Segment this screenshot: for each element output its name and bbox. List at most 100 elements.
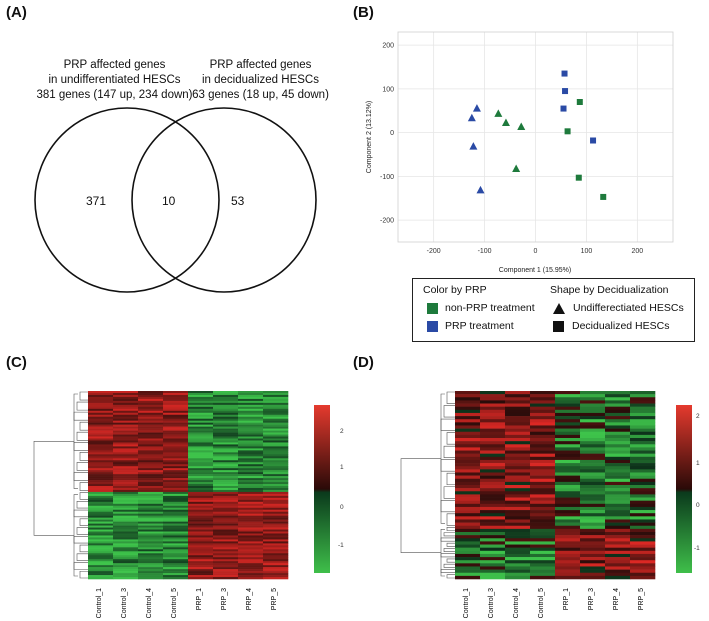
heatmap-cell bbox=[480, 447, 506, 451]
heatmap-cell bbox=[163, 440, 189, 443]
heatmap-cell bbox=[238, 505, 264, 509]
heatmap-cell bbox=[630, 503, 656, 508]
heatmap-cell bbox=[605, 453, 631, 458]
heatmap-d-dendrogram bbox=[400, 391, 455, 579]
pca-point-square bbox=[564, 128, 571, 135]
heatmap-cell bbox=[480, 560, 506, 564]
heatmap-cell bbox=[138, 422, 164, 425]
heatmap-cell bbox=[88, 527, 114, 530]
heatmap-cell bbox=[88, 549, 114, 552]
heatmap-cell bbox=[555, 488, 581, 492]
heatmap-cell bbox=[238, 547, 264, 550]
heatmap-cell bbox=[88, 458, 114, 461]
venn-left-only-count: 371 bbox=[86, 194, 107, 208]
heatmap-cell bbox=[580, 466, 606, 470]
heatmap-cell bbox=[113, 535, 139, 538]
dendrogram-branch bbox=[79, 482, 88, 491]
heatmap-cell bbox=[263, 426, 289, 429]
heatmap-cell bbox=[88, 396, 114, 400]
heatmap-cell bbox=[263, 400, 289, 404]
heatmap-cell bbox=[238, 559, 264, 562]
heatmap-cell bbox=[263, 519, 289, 522]
heatmap-cell bbox=[88, 505, 114, 509]
heatmap-cell bbox=[113, 523, 139, 526]
heatmap-cell bbox=[480, 497, 506, 501]
heatmap-cell bbox=[580, 481, 606, 486]
heatmap-cell bbox=[88, 484, 114, 487]
heatmap-cell bbox=[138, 468, 164, 471]
heatmap-cell bbox=[263, 428, 289, 431]
heatmap-cell bbox=[455, 497, 481, 501]
heatmap-cell bbox=[88, 537, 114, 540]
heatmap-cell bbox=[88, 543, 114, 546]
pca-x-axis-ticks: -200 -100 0 100 200 bbox=[427, 248, 644, 255]
heatmap-cell bbox=[580, 394, 606, 398]
heatmap-cell bbox=[605, 463, 631, 467]
heatmap-cell bbox=[630, 403, 656, 407]
heatmap-cell bbox=[88, 456, 114, 459]
heatmap-cell bbox=[455, 481, 481, 486]
heatmap-cell bbox=[505, 394, 531, 398]
heatmap-cell bbox=[505, 400, 531, 404]
heatmap-cell bbox=[188, 472, 214, 475]
heatmap-cell bbox=[163, 487, 189, 491]
venn-left-subtitle: in undifferentiated HESCs bbox=[48, 74, 181, 86]
heatmap-cell bbox=[238, 454, 264, 457]
heatmap-cell bbox=[505, 438, 531, 442]
heatmap-cell bbox=[88, 414, 114, 418]
heatmap-cell bbox=[263, 460, 289, 463]
heatmap-cell bbox=[138, 521, 164, 524]
heatmap-cell bbox=[605, 553, 631, 558]
heatmap-cell bbox=[480, 575, 506, 580]
heatmap-cell bbox=[138, 476, 164, 479]
heatmap-cell bbox=[455, 397, 481, 401]
heatmap-cell bbox=[530, 450, 556, 454]
heatmap-cell bbox=[138, 511, 164, 514]
heatmap-cell bbox=[530, 563, 556, 567]
heatmap-cell bbox=[263, 567, 289, 570]
heatmap-cell bbox=[113, 458, 139, 461]
heatmap-cell bbox=[555, 513, 581, 517]
heatmap-cell bbox=[238, 511, 264, 514]
heatmap-cell bbox=[238, 408, 264, 412]
heatmap-cell bbox=[263, 489, 289, 493]
heatmap-cell bbox=[238, 497, 264, 501]
heatmap-cell bbox=[213, 472, 239, 475]
heatmap-cell bbox=[188, 446, 214, 449]
heatmap-cell bbox=[555, 472, 581, 476]
heatmap-cell bbox=[263, 484, 289, 487]
heatmap-cell bbox=[263, 466, 289, 469]
heatmap-cell bbox=[138, 497, 164, 501]
heatmap-cell bbox=[555, 469, 581, 473]
heatmap-cell bbox=[530, 425, 556, 429]
heatmap-cell bbox=[480, 466, 506, 470]
heatmap-cell bbox=[630, 572, 656, 577]
heatmap-cell bbox=[605, 466, 631, 470]
heatmap-cell bbox=[555, 532, 581, 536]
heatmap-cell bbox=[605, 434, 631, 439]
heatmap-cell bbox=[213, 539, 239, 542]
heatmap-cell bbox=[263, 450, 289, 453]
heatmap-cell bbox=[188, 489, 214, 493]
heatmap-cell bbox=[213, 575, 239, 578]
heatmap-cell bbox=[213, 551, 239, 554]
heatmap-cell bbox=[188, 470, 214, 473]
heatmap-cell bbox=[138, 515, 164, 518]
heatmap-cell bbox=[580, 438, 606, 442]
heatmap-cell bbox=[263, 569, 289, 572]
heatmap-cell bbox=[630, 506, 656, 511]
heatmap-cell bbox=[88, 432, 114, 435]
heatmap-cell bbox=[188, 539, 214, 542]
heatmap-cell bbox=[580, 391, 606, 395]
heatmap-cell bbox=[263, 491, 289, 495]
heatmap-cell bbox=[263, 559, 289, 562]
heatmap-d-colorbar-tick-0: 0 bbox=[696, 502, 700, 509]
dendrogram-branch bbox=[446, 391, 455, 404]
heatmap-cell bbox=[138, 529, 164, 532]
heatmap-cell bbox=[263, 480, 289, 483]
heatmap-cell bbox=[88, 474, 114, 477]
heatmap-cell bbox=[238, 456, 264, 459]
heatmap-cell bbox=[630, 425, 656, 429]
legend-shape-title: Shape by Decidualization bbox=[550, 284, 669, 296]
heatmap-cell bbox=[580, 416, 606, 420]
